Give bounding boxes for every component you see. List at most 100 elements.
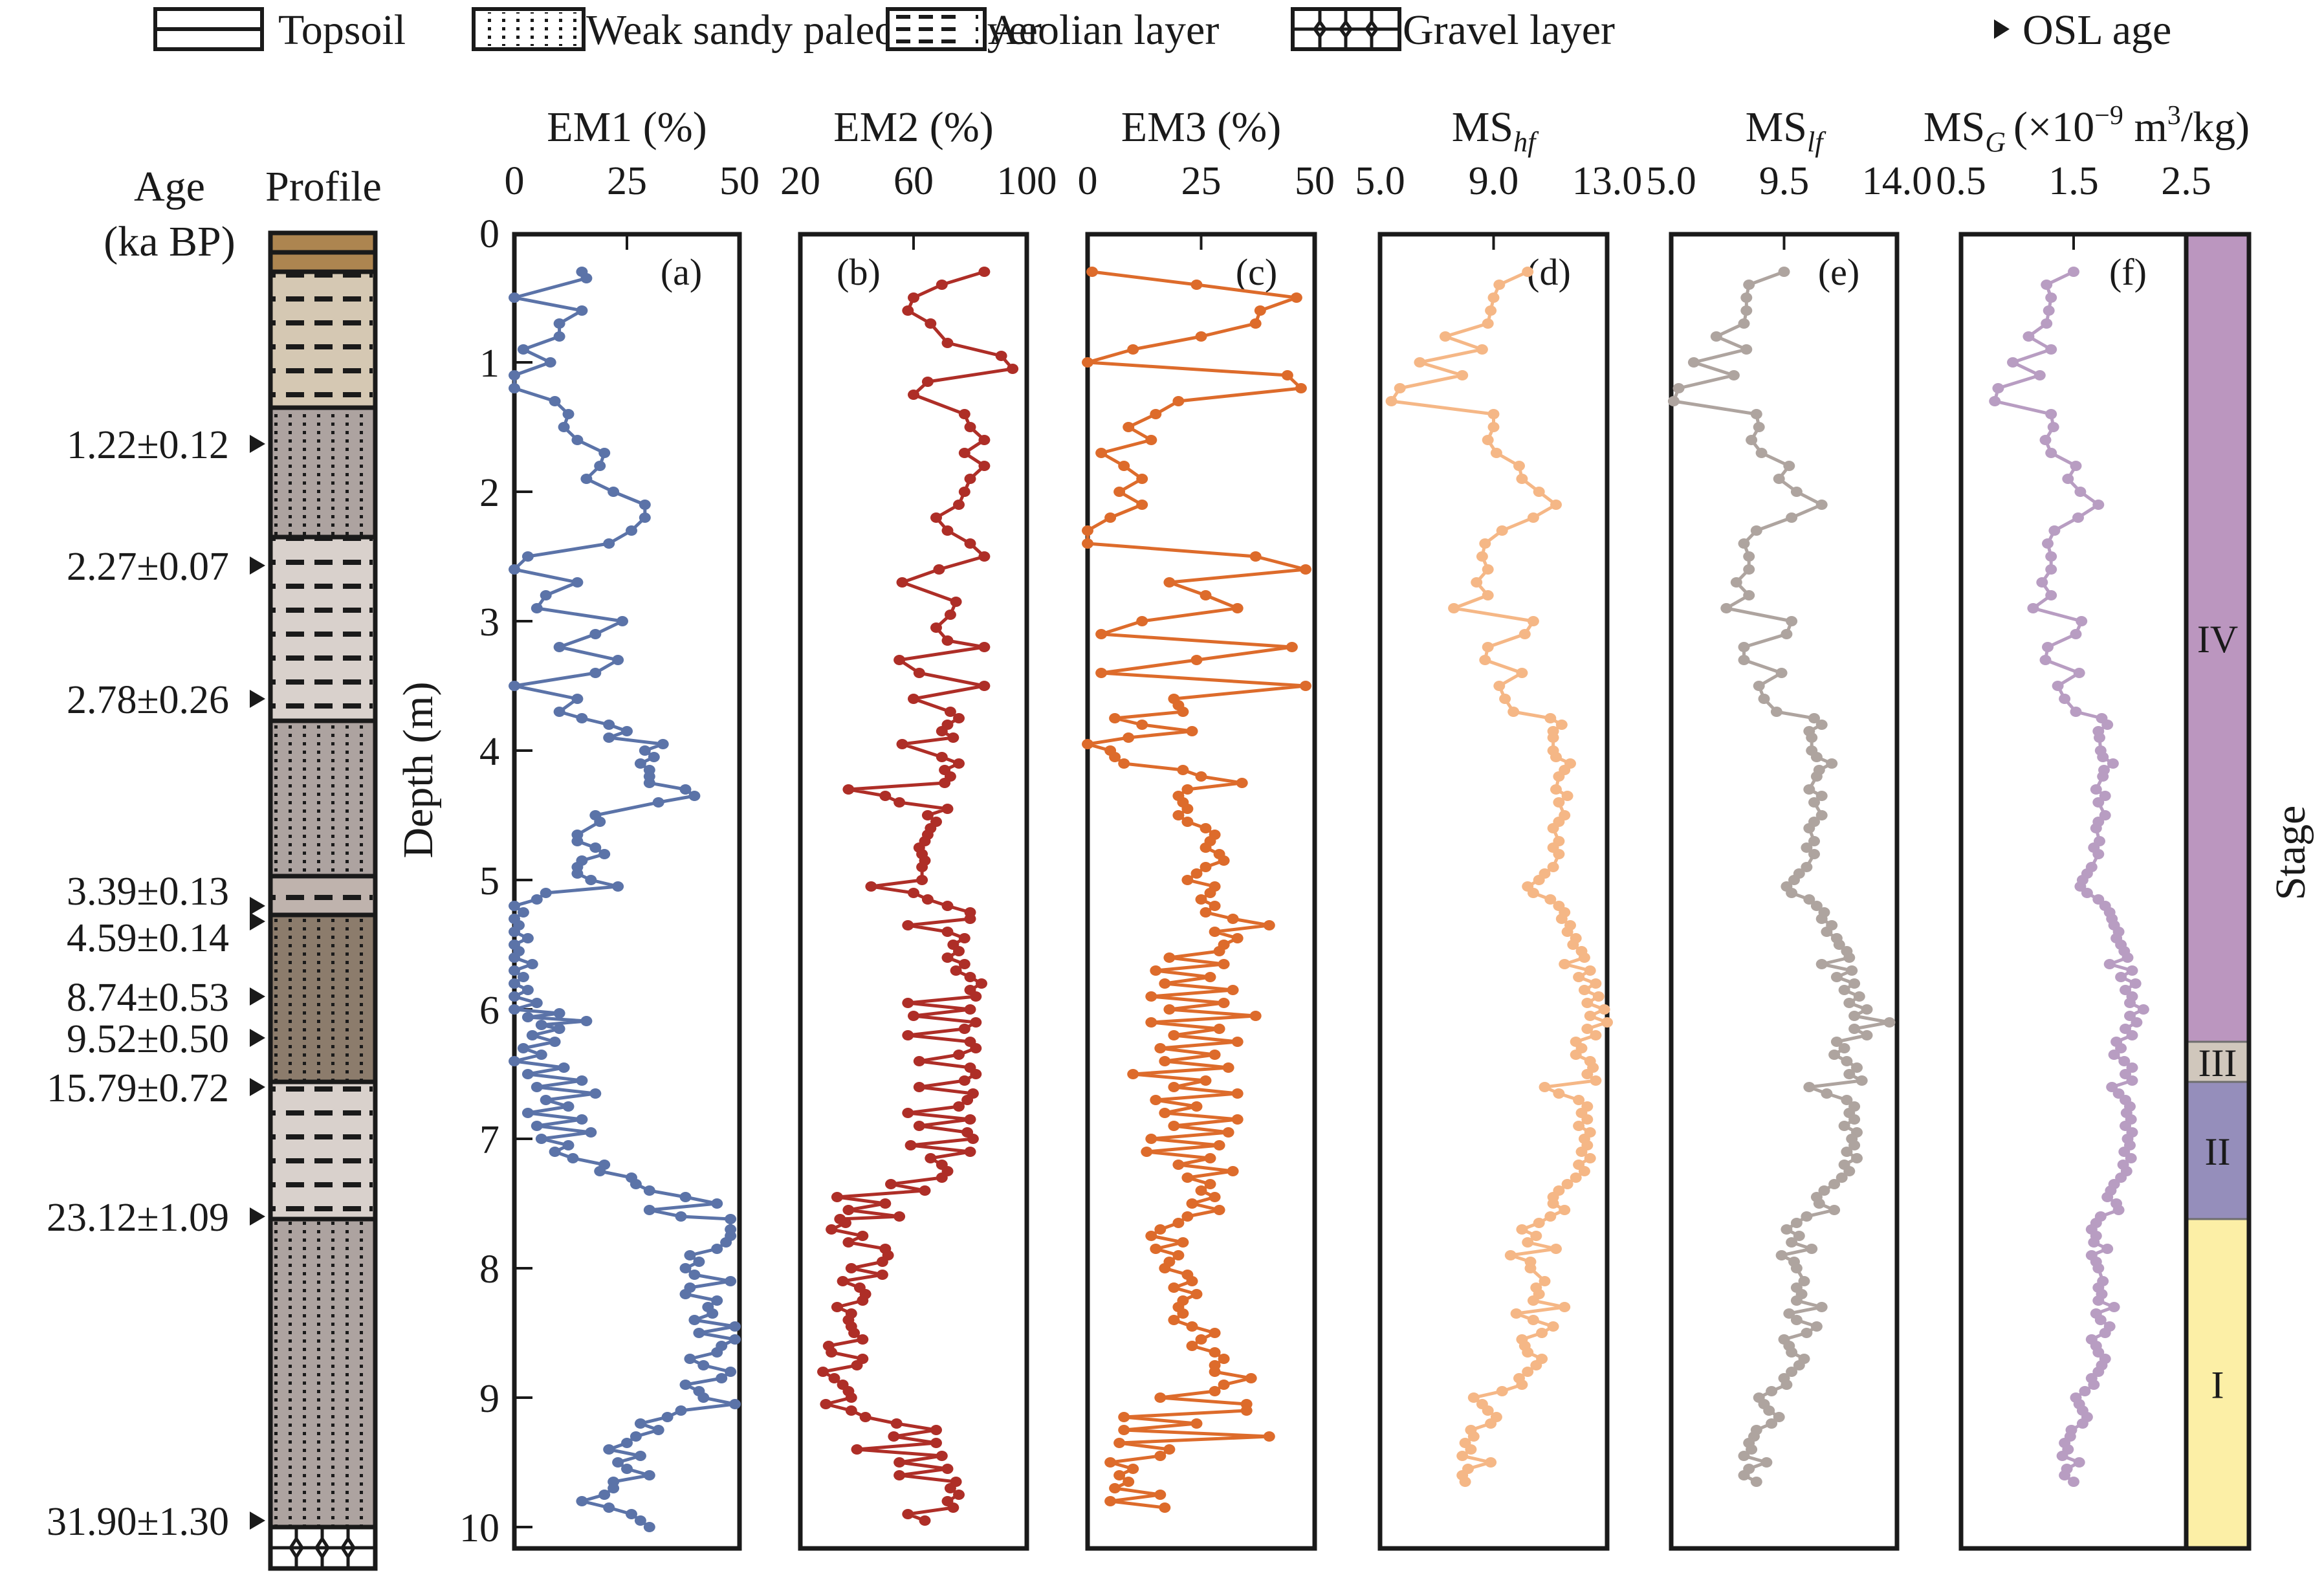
data-point [643, 1205, 655, 1215]
data-point [1846, 965, 1858, 976]
data-point [1848, 1024, 1861, 1034]
data-point [675, 1405, 687, 1416]
data-point [675, 1211, 687, 1222]
data-point [936, 280, 948, 290]
data-point [1601, 1017, 1613, 1028]
data-point [1465, 1444, 1477, 1455]
data-point [2118, 1056, 2131, 1066]
data-point [580, 474, 593, 484]
data-point [526, 1030, 538, 1040]
data-point [1861, 1030, 1873, 1040]
data-point [1750, 525, 1762, 536]
data-point [1145, 435, 1157, 445]
data-point [995, 351, 1007, 361]
data-point [617, 616, 628, 626]
data-point [1263, 1431, 1275, 1442]
data-point [1838, 985, 1850, 995]
data-point [1760, 1457, 1773, 1468]
data-point [953, 1490, 965, 1500]
gravel-diamond-icon [289, 1527, 304, 1568]
data-point [1482, 642, 1494, 652]
title-subscript: hf [1513, 126, 1539, 158]
data-point [1213, 946, 1225, 956]
data-point [1118, 461, 1130, 471]
data-point [2042, 642, 2054, 652]
data-point [1843, 998, 1856, 1008]
data-point [2097, 752, 2109, 762]
data-point [953, 758, 965, 769]
data-point [630, 1179, 642, 1189]
data-point [1810, 1321, 1823, 1332]
data-point [1843, 1069, 1856, 1079]
data-point [1522, 267, 1534, 277]
x-tick-label: 13.0 [1572, 159, 1643, 203]
aeolian-pattern [270, 537, 375, 721]
data-point [1513, 461, 1525, 471]
data-point [845, 1392, 857, 1403]
gravel-diamond-icon [314, 1527, 330, 1568]
data-point [1815, 720, 1828, 730]
data-point [1493, 280, 1506, 290]
data-point [1290, 292, 1302, 303]
data-point [1836, 1172, 1848, 1183]
data-point [509, 927, 520, 937]
data-point [826, 1224, 838, 1235]
depth-tick-label: 9 [479, 1377, 499, 1421]
data-point [1738, 642, 1750, 652]
data-point [1553, 797, 1565, 808]
aeolian-pattern [270, 1082, 375, 1219]
data-point [2045, 564, 2057, 575]
data-point [1479, 538, 1491, 549]
data-point [1159, 978, 1171, 989]
data-point [621, 726, 633, 736]
data-point [1181, 1211, 1194, 1222]
data-point [913, 668, 925, 678]
osl-age-marker: 4.59±0.14 [67, 912, 265, 960]
data-point [851, 1360, 863, 1370]
data-point [958, 933, 970, 943]
data-point [639, 512, 651, 523]
data-point [1581, 1114, 1594, 1125]
data-point [716, 1373, 728, 1383]
data-point [1758, 694, 1770, 704]
stage-block-II: II [2185, 1081, 2250, 1220]
data-point [930, 622, 942, 633]
dots-pattern [270, 915, 375, 1082]
data-point [697, 1392, 710, 1403]
stage-fill [2185, 1218, 2250, 1550]
series-markers [1082, 267, 1311, 1513]
data-point [553, 642, 565, 652]
depth-tick-label: 6 [479, 989, 499, 1033]
data-point [848, 1328, 861, 1338]
dots-pattern [270, 408, 375, 537]
data-point [688, 791, 701, 801]
panel-title: EM1 (%) [547, 104, 707, 151]
data-point [857, 1295, 869, 1306]
data-point [1467, 1431, 1480, 1442]
data-point [553, 1024, 565, 1034]
data-point [562, 1101, 575, 1112]
data-point [1553, 849, 1565, 859]
data-point [1559, 959, 1571, 969]
data-point [2048, 525, 2061, 536]
data-point [2097, 771, 2109, 782]
data-point [2056, 1451, 2068, 1461]
data-point [1575, 1147, 1588, 1157]
data-point [2129, 978, 2142, 989]
data-point [594, 1166, 606, 1176]
depth-tick-label: 3 [479, 600, 499, 644]
data-point [902, 1030, 914, 1040]
data-point [842, 1205, 855, 1215]
title-subscript: lf [1807, 126, 1826, 158]
data-point [1730, 577, 1742, 588]
data-point [1168, 1282, 1180, 1293]
data-point [1518, 629, 1531, 639]
osl-triangle-icon [1994, 19, 2010, 39]
data-point [509, 991, 520, 1002]
profile-layer-weak_sandy [268, 1216, 378, 1530]
data-point [2045, 292, 2057, 303]
data-point [902, 920, 914, 930]
data-point [1559, 1205, 1571, 1215]
data-point [1573, 1095, 1585, 1105]
